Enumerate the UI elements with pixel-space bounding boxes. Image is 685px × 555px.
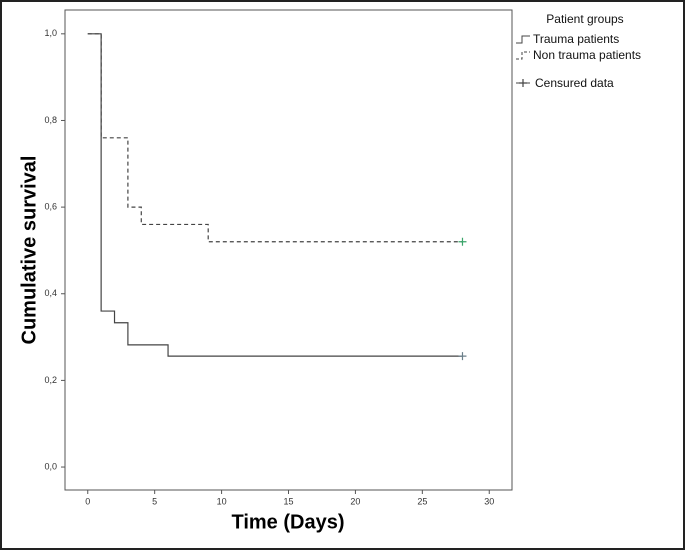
x-axis-label: Time (Days) — [231, 511, 344, 533]
x-tick-label: 5 — [152, 496, 157, 506]
legend-label: Non trauma patients — [533, 48, 641, 62]
x-tick-label: 25 — [417, 496, 427, 506]
legend-title: Patient groups — [546, 12, 623, 26]
y-tick-label: 0,4 — [44, 288, 57, 298]
x-tick-label: 15 — [283, 496, 293, 506]
y-axis-label: Cumulative survival — [18, 156, 40, 345]
y-tick-label: 0,6 — [44, 201, 57, 211]
x-tick-label: 10 — [217, 496, 227, 506]
censor-mark — [458, 352, 467, 361]
y-tick-label: 0,2 — [44, 375, 57, 385]
survival-line — [87, 33, 463, 243]
legend-swatch — [516, 51, 530, 60]
legend-label: Censured data — [535, 76, 614, 90]
x-tick-label: 30 — [484, 496, 494, 506]
x-tick-label: 0 — [85, 496, 90, 506]
y-tick-label: 0,0 — [44, 461, 57, 471]
legend-label: Trauma patients — [533, 32, 619, 46]
y-tick-label: 0,8 — [44, 115, 57, 125]
survival-line — [87, 33, 463, 357]
censor-mark — [458, 237, 467, 246]
x-tick-label: 20 — [350, 496, 360, 506]
y-tick-label: 1,0 — [44, 28, 57, 38]
legend-swatch — [516, 35, 530, 44]
